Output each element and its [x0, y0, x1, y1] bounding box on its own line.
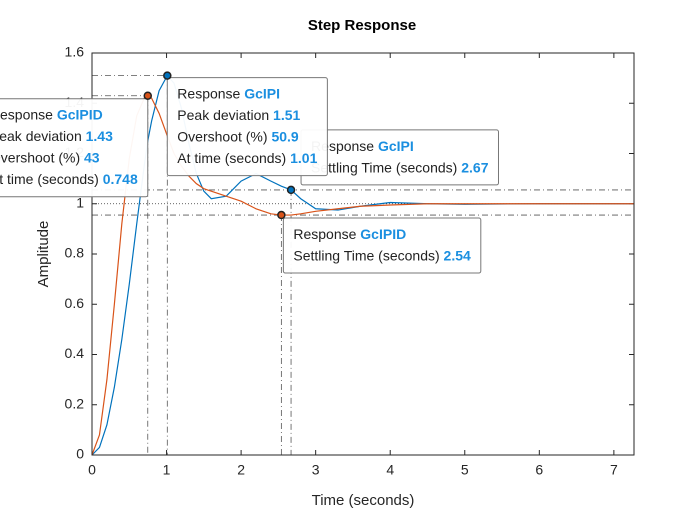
datatip-value: 1.43	[86, 128, 113, 144]
datatip: Response GcIPID Settling Time (seconds) 2…	[282, 217, 482, 274]
datatip-label: Peak deviation	[0, 128, 82, 144]
y-tick-label: 1	[76, 194, 84, 210]
datatip-line: At time (seconds) 0.748	[0, 171, 138, 187]
datatip-line: Settling Time (seconds) 2.54	[293, 247, 471, 263]
datatip-label: At time (seconds)	[177, 150, 286, 166]
datatip-line: Settling Time (seconds) 2.67	[311, 159, 489, 175]
datatip-title-label: Response	[177, 85, 240, 101]
datatip-label: Settling Time (seconds)	[293, 247, 439, 263]
y-tick-label: 0.6	[65, 295, 85, 311]
datatip-marker	[277, 210, 286, 220]
datatip-marker	[286, 185, 296, 195]
x-tick-label: 4	[386, 462, 394, 478]
datatip-series-name: GcIPID	[360, 226, 406, 242]
datatip-box	[282, 217, 482, 274]
datatip-label: Settling Time (seconds)	[311, 159, 457, 175]
datatip-label: Peak deviation	[177, 107, 269, 123]
datatip-box	[0, 98, 149, 198]
datatip-title: Response GcIPI	[177, 85, 280, 101]
datatip-value: 43	[84, 149, 100, 165]
datatip-marker	[143, 91, 153, 100]
x-tick-label: 2	[237, 462, 245, 478]
datatip-line: Overshoot (%) 50.9	[177, 128, 299, 144]
y-tick-label: 0.4	[65, 345, 85, 361]
axes-box	[91, 52, 635, 456]
x-tick-label: 7	[610, 462, 618, 478]
datatip-series-name: GcIPI	[378, 138, 414, 154]
datatip-value: 1.51	[273, 107, 300, 123]
datatip-label: Overshoot (%)	[177, 128, 267, 144]
datatip-label: At time (seconds)	[0, 171, 99, 187]
datatip-title-label: Response	[293, 226, 356, 242]
datatip: Response GcIPID Peak deviation 1.43 Oversh…	[0, 98, 149, 198]
series-line	[91, 74, 634, 456]
datatip-value: 0.748	[103, 171, 138, 187]
datatip-value: 2.54	[444, 247, 471, 263]
x-tick-label: 1	[163, 462, 171, 478]
datatip-line: Overshoot (%) 43	[0, 149, 100, 165]
datatip-title-label: Response	[0, 106, 53, 122]
x-tick-label: 3	[312, 462, 320, 478]
y-tick-label: 0.8	[65, 245, 85, 261]
datatip-title: Response GcIPID	[293, 226, 406, 242]
datatip-line: At time (seconds) 1.01	[177, 150, 317, 166]
y-axis-label: Amplitude	[35, 221, 52, 288]
x-tick-label: 5	[461, 462, 469, 478]
datatip-box	[166, 77, 328, 177]
datatip: Response GcIPI Peak deviation 1.51 Oversho…	[166, 77, 328, 177]
datatip-line: Peak deviation 1.51	[177, 107, 300, 123]
datatip-value: 50.9	[271, 128, 298, 144]
y-tick-label: 0.2	[65, 395, 85, 411]
y-tick-label: 0	[76, 446, 84, 462]
x-tick-label: 6	[535, 462, 543, 478]
x-axis-label: Time (seconds)	[312, 492, 415, 509]
x-tick-label: 0	[88, 462, 96, 478]
y-tick-label: 1.6	[65, 44, 85, 60]
chart-title: Step Response	[308, 17, 416, 34]
datatip-value: 2.67	[461, 159, 488, 175]
datatip-series-name: GcIPID	[57, 106, 103, 122]
datatip-label: Overshoot (%)	[0, 149, 80, 165]
datatip-marker	[163, 71, 172, 80]
datatip-line: Peak deviation 1.43	[0, 128, 113, 144]
datatip-value: 1.01	[290, 150, 317, 166]
datatip-series-name: GcIPI	[244, 85, 280, 101]
datatip-title: Response GcIPID	[0, 106, 103, 122]
